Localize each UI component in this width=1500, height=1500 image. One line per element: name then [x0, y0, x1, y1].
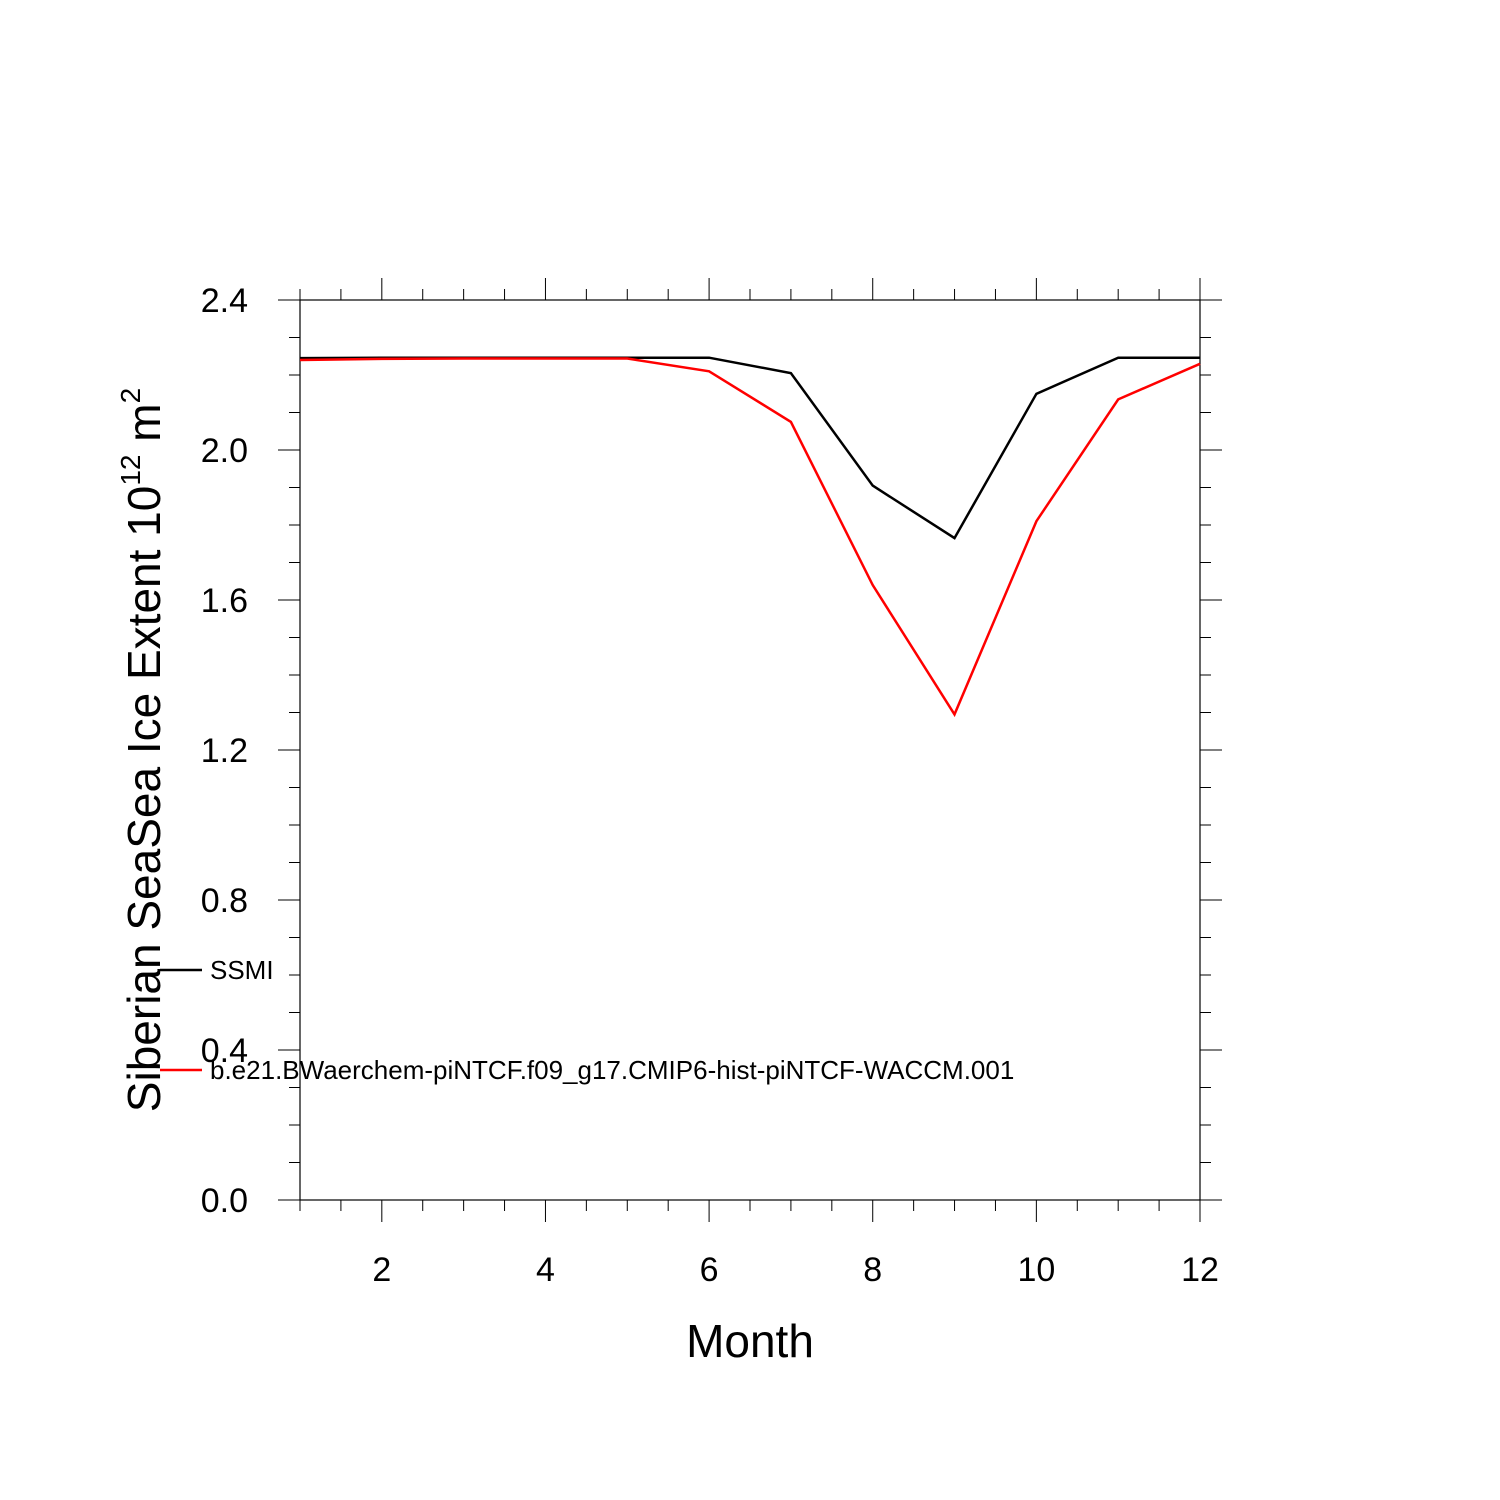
y-tick-label: 2.4 — [201, 282, 248, 320]
y-axis-title-main: Siberian SeaSea Ice Extent 10 — [118, 486, 170, 1113]
legend-label-1: b.e21.BWaerchem-piNTCF.f09_g17.CMIP6-his… — [210, 1055, 1014, 1085]
axis-ticks — [278, 278, 1222, 1222]
y-tick-label: 0.0 — [201, 1182, 248, 1220]
y-tick-label: 0.4 — [201, 1032, 248, 1070]
series-line-1 — [299, 357, 1201, 718]
x-tick-label: 2 — [372, 1251, 391, 1289]
y-tick-label: 0.8 — [201, 882, 248, 920]
y-tick-label: 1.6 — [201, 582, 248, 620]
axis-tick-labels: 2 4 6 8 10 12 0.0 0.4 0.8 1.2 1.6 2.0 2.4 — [201, 282, 1219, 1289]
series-line-0 — [299, 356, 1200, 540]
x-axis-title: Month — [686, 1315, 814, 1367]
y-tick-label: 2.0 — [201, 432, 248, 470]
x-tick-label: 6 — [700, 1251, 719, 1289]
legend-label-0: SSMI — [210, 955, 274, 985]
x-tick-label: 4 — [536, 1251, 555, 1289]
series-lines — [299, 356, 1201, 718]
y-axis-title: Siberian SeaSea Ice Extent 1012 m2 — [115, 388, 170, 1112]
y-axis-title-unit-exponent: 2 — [115, 388, 146, 404]
y-axis-title-unit: m — [118, 403, 170, 454]
x-tick-label: 12 — [1181, 1251, 1219, 1289]
y-tick-label: 1.2 — [201, 732, 248, 770]
legend: SSMI b.e21.BWaerchem-piNTCF.f09_g17.CMIP6… — [160, 955, 1014, 1085]
y-axis-title-exponent: 12 — [115, 455, 146, 486]
x-tick-label: 10 — [1017, 1251, 1055, 1289]
x-tick-label: 8 — [863, 1251, 882, 1289]
